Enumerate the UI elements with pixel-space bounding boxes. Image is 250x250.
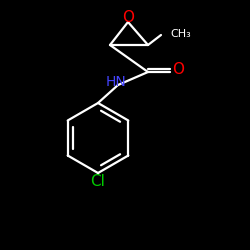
Text: O: O	[172, 62, 184, 76]
Text: Cl: Cl	[90, 174, 106, 190]
Text: O: O	[122, 10, 134, 24]
Text: CH₃: CH₃	[170, 29, 191, 39]
Text: HN: HN	[106, 75, 126, 89]
